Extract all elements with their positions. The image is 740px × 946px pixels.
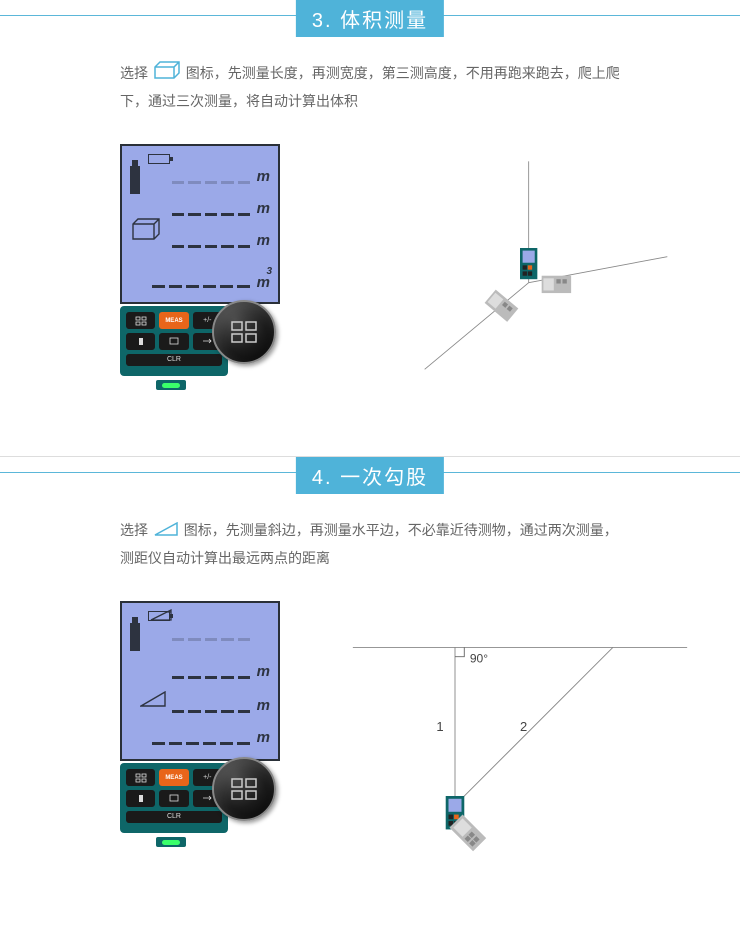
save-key [159, 333, 188, 350]
desc-text-post: 图标，先测量长度，再测宽度，第三测高度，不用再跑来跑去，爬上爬下，通过三次测量，… [120, 65, 620, 109]
digit-row-1 [172, 170, 250, 184]
keypad-wrap: MEAS +/- CLR [120, 763, 280, 847]
triangle-icon [154, 518, 178, 545]
figure-row: m m m MEAS +/- [0, 591, 740, 901]
mode-key [126, 769, 155, 786]
bubble-level [156, 380, 186, 390]
battery-icon [148, 154, 170, 164]
lcd-screen: m m m 3 m [120, 144, 280, 304]
digit-row-2 [172, 665, 250, 679]
digit-row-4 [152, 731, 250, 745]
unit-1: m [257, 663, 270, 680]
title-bar: 4. 一次勾股 [0, 457, 740, 487]
clr-key: CLR [126, 354, 222, 366]
digit-row-4 [152, 274, 250, 288]
angle-label: 90° [470, 652, 488, 666]
desc-text-pre: 选择 [120, 65, 148, 81]
lcd-laser-icon [150, 609, 172, 621]
lcd-cube-icon [132, 218, 160, 245]
digit-row-1 [172, 627, 250, 641]
lcd-screen: m m m [120, 601, 280, 761]
keypad: MEAS +/- CLR [120, 763, 228, 833]
section-title: 4. 一次勾股 [296, 457, 444, 494]
digit-row-2 [172, 202, 250, 216]
volume-diagram [320, 144, 720, 404]
unit-3: m [257, 232, 270, 249]
digit-row-3 [172, 699, 250, 713]
figure-row: m m m 3 m MEAS [0, 134, 740, 444]
lcd-triangle-icon [140, 691, 166, 712]
meas-key: MEAS [159, 312, 188, 329]
keypad: MEAS +/- CLR [120, 306, 228, 376]
unit-1: m [257, 168, 270, 185]
mode-key [126, 312, 155, 329]
reference-icon [130, 166, 140, 194]
keypad-wrap: MEAS +/- CLR [120, 306, 280, 390]
edge-1-label: 1 [436, 719, 443, 734]
magnifier [212, 300, 276, 364]
unit-2: m [257, 200, 270, 217]
bubble-level [156, 837, 186, 847]
digit-row-3 [172, 234, 250, 248]
ref-key [126, 790, 155, 807]
section-volume: 3. 体积测量 选择 图标，先测量长度，再测宽度，第三测高度，不用再跑来跑去，爬… [0, 0, 740, 444]
clr-key: CLR [126, 811, 222, 823]
clr-label: CLR [167, 813, 181, 820]
unit-3: m [257, 729, 270, 746]
title-bar: 3. 体积测量 [0, 0, 740, 30]
section-description: 选择 图标，先测量斜边，再测量水平边，不必靠近待测物，通过两次测量，测距仪自动计… [0, 517, 740, 591]
edge-2-label: 2 [520, 719, 527, 734]
unit-4: m [257, 274, 270, 291]
save-key [159, 790, 188, 807]
cube-icon [154, 61, 180, 88]
desc-text-post: 图标，先测量斜边，再测量水平边，不必靠近待测物，通过两次测量，测距仪自动计算出最… [120, 522, 618, 566]
device-illustration: m m m 3 m MEAS [120, 144, 320, 390]
device-illustration: m m m MEAS +/- [120, 601, 320, 847]
magnifier [212, 757, 276, 821]
section-title: 3. 体积测量 [296, 0, 444, 37]
section-description: 选择 图标，先测量长度，再测宽度，第三测高度，不用再跑来跑去，爬上爬下，通过三次… [0, 60, 740, 134]
pythagoras-diagram: 90° 1 2 [320, 601, 720, 861]
ref-key [126, 333, 155, 350]
reference-icon [130, 623, 140, 651]
unit-2: m [257, 697, 270, 714]
clr-label: CLR [167, 356, 181, 363]
desc-text-pre: 选择 [120, 522, 148, 538]
meas-key: MEAS [159, 769, 188, 786]
section-pythagoras: 4. 一次勾股 选择 图标，先测量斜边，再测量水平边，不必靠近待测物，通过两次测… [0, 457, 740, 901]
